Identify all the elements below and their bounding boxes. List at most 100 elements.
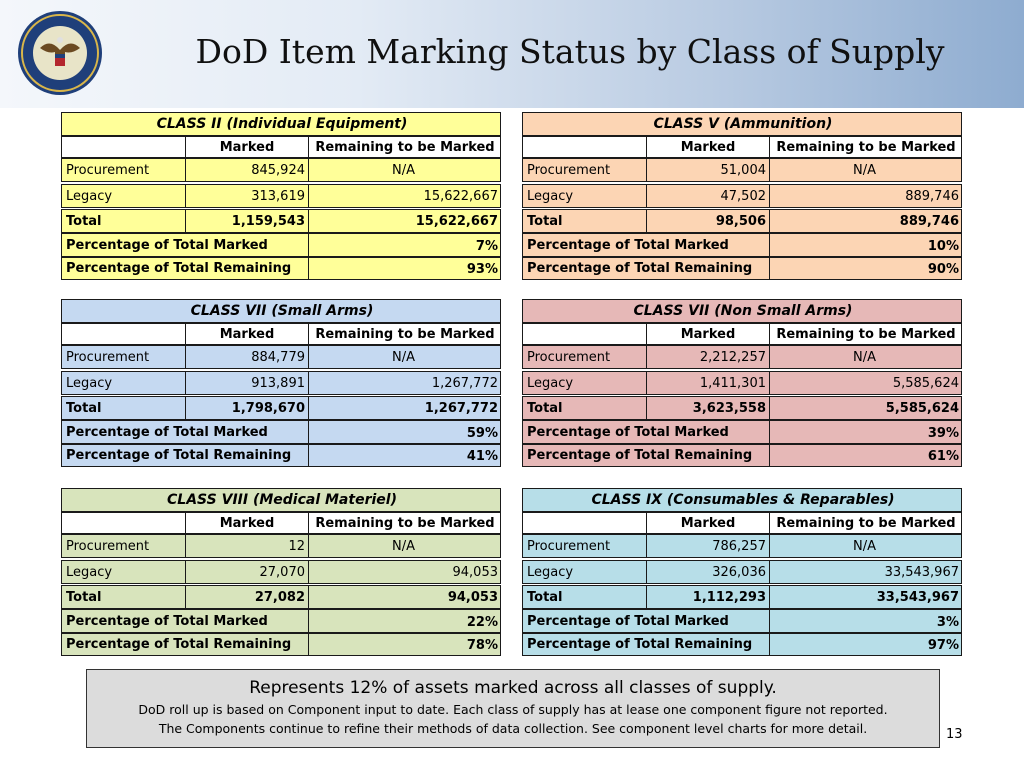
percentage-value: 10% bbox=[769, 234, 962, 256]
table-total-row: Total 3,623,558 5,585,624 bbox=[522, 396, 962, 420]
percentage-value: 39% bbox=[769, 421, 962, 443]
cell-remaining: 889,746 bbox=[769, 210, 962, 232]
cell-marked: 1,159,543 bbox=[185, 210, 308, 232]
row-label: Procurement bbox=[527, 538, 611, 554]
row-label: Legacy bbox=[527, 188, 574, 204]
percentage-row: Percentage of Total Marked 7% bbox=[61, 233, 501, 257]
header-band bbox=[0, 0, 1024, 108]
table-row: Legacy 913,891 1,267,772 bbox=[61, 371, 501, 395]
table-header-row: Marked Remaining to be Marked bbox=[61, 512, 501, 534]
table-row: Procurement 845,924 N/A bbox=[61, 158, 501, 182]
row-label: Total bbox=[66, 213, 102, 229]
cell-remaining: 33,543,967 bbox=[769, 586, 962, 608]
table-row: Legacy 1,411,301 5,585,624 bbox=[522, 371, 962, 395]
row-label: Total bbox=[527, 213, 563, 229]
cell-remaining: 15,622,667 bbox=[308, 185, 501, 207]
column-header-remaining: Remaining to be Marked bbox=[769, 324, 962, 344]
table-title: CLASS VII (Small Arms) bbox=[190, 303, 374, 319]
row-label: Percentage of Total Remaining bbox=[527, 637, 753, 652]
footer-note-line: DoD roll up is based on Component input … bbox=[138, 702, 888, 717]
table-title-row: CLASS V (Ammunition) bbox=[522, 112, 962, 136]
row-label: Procurement bbox=[527, 349, 611, 365]
row-label: Percentage of Total Remaining bbox=[527, 448, 753, 463]
percentage-value: 90% bbox=[769, 258, 962, 279]
column-header-marked: Marked bbox=[185, 137, 308, 157]
cell-marked: 845,924 bbox=[185, 159, 308, 181]
cell-marked: 326,036 bbox=[646, 561, 769, 583]
column-header-marked: Marked bbox=[646, 137, 769, 157]
cell-marked: 313,619 bbox=[185, 185, 308, 207]
footer-note-line: The Components continue to refine their … bbox=[158, 721, 868, 736]
table-title-row: CLASS IX (Consumables & Reparables) bbox=[522, 488, 962, 512]
table-row: Procurement 884,779 N/A bbox=[61, 345, 501, 369]
table-total-row: Total 1,798,670 1,267,772 bbox=[61, 396, 501, 420]
cell-marked: 913,891 bbox=[185, 372, 308, 394]
table-title: CLASS VII (Non Small Arms) bbox=[633, 303, 853, 319]
percentage-row: Percentage of Total Remaining 78% bbox=[61, 633, 501, 656]
row-label: Procurement bbox=[527, 162, 611, 178]
cell-remaining: N/A bbox=[308, 535, 501, 557]
cell-remaining: 5,585,624 bbox=[769, 397, 962, 419]
cell-remaining: 94,053 bbox=[308, 561, 501, 583]
table-row: Procurement 786,257 N/A bbox=[522, 534, 962, 558]
table-total-row: Total 1,159,543 15,622,667 bbox=[61, 209, 501, 233]
table-total-row: Total 27,082 94,053 bbox=[61, 585, 501, 609]
row-label: Percentage of Total Remaining bbox=[66, 637, 292, 652]
cell-remaining: 889,746 bbox=[769, 185, 962, 207]
percentage-row: Percentage of Total Marked 3% bbox=[522, 609, 962, 633]
cell-remaining: 15,622,667 bbox=[308, 210, 501, 232]
percentage-value: 93% bbox=[308, 258, 501, 279]
cell-marked: 98,506 bbox=[646, 210, 769, 232]
cell-marked: 47,502 bbox=[646, 185, 769, 207]
table-title: CLASS V (Ammunition) bbox=[653, 116, 833, 132]
percentage-row: Percentage of Total Marked 39% bbox=[522, 420, 962, 444]
row-label: Procurement bbox=[66, 538, 150, 554]
table-header-row: Marked Remaining to be Marked bbox=[522, 323, 962, 345]
row-label: Total bbox=[527, 589, 563, 605]
cell-marked: 1,411,301 bbox=[646, 372, 769, 394]
cell-marked: 27,070 bbox=[185, 561, 308, 583]
header-empty-cell bbox=[62, 513, 185, 533]
column-header-remaining: Remaining to be Marked bbox=[308, 137, 501, 157]
column-header-marked: Marked bbox=[646, 513, 769, 533]
cell-remaining: 5,585,624 bbox=[769, 372, 962, 394]
percentage-value: 41% bbox=[308, 445, 501, 466]
footer-summary: Represents 12% of assets marked across a… bbox=[249, 678, 777, 698]
cell-marked: 12 bbox=[185, 535, 308, 557]
column-header-marked: Marked bbox=[185, 324, 308, 344]
table-row: Legacy 47,502 889,746 bbox=[522, 184, 962, 208]
header-empty-cell bbox=[523, 324, 646, 344]
supply-class-table: CLASS VIII (Medical Materiel) Marked Remai… bbox=[61, 488, 501, 658]
cell-remaining: N/A bbox=[308, 346, 501, 368]
cell-remaining: 94,053 bbox=[308, 586, 501, 608]
column-header-marked: Marked bbox=[185, 513, 308, 533]
table-row: Legacy 313,619 15,622,667 bbox=[61, 184, 501, 208]
row-label: Percentage of Total Marked bbox=[66, 424, 268, 440]
percentage-value: 78% bbox=[308, 634, 501, 655]
percentage-row: Percentage of Total Marked 22% bbox=[61, 609, 501, 633]
cell-remaining: N/A bbox=[308, 159, 501, 181]
row-label: Percentage of Total Remaining bbox=[66, 448, 292, 463]
table-row: Legacy 326,036 33,543,967 bbox=[522, 560, 962, 584]
percentage-value: 3% bbox=[769, 610, 962, 632]
cell-marked: 27,082 bbox=[185, 586, 308, 608]
header-empty-cell bbox=[62, 324, 185, 344]
table-row: Procurement 51,004 N/A bbox=[522, 158, 962, 182]
supply-class-table: CLASS II (Individual Equipment) Marked Rem… bbox=[61, 112, 501, 282]
table-row: Procurement 2,212,257 N/A bbox=[522, 345, 962, 369]
row-label: Percentage of Total Marked bbox=[66, 237, 268, 253]
header-empty-cell bbox=[62, 137, 185, 157]
row-label: Percentage of Total Marked bbox=[66, 613, 268, 629]
cell-marked: 786,257 bbox=[646, 535, 769, 557]
cell-remaining: N/A bbox=[769, 159, 962, 181]
row-label: Legacy bbox=[527, 375, 574, 391]
percentage-row: Percentage of Total Marked 59% bbox=[61, 420, 501, 444]
cell-marked: 1,112,293 bbox=[646, 586, 769, 608]
cell-remaining: 1,267,772 bbox=[308, 397, 501, 419]
table-title: CLASS VIII (Medical Materiel) bbox=[167, 492, 397, 508]
row-label: Legacy bbox=[66, 564, 113, 580]
percentage-row: Percentage of Total Remaining 90% bbox=[522, 257, 962, 280]
header-empty-cell bbox=[523, 513, 646, 533]
row-label: Total bbox=[527, 400, 563, 416]
column-header-remaining: Remaining to be Marked bbox=[308, 324, 501, 344]
